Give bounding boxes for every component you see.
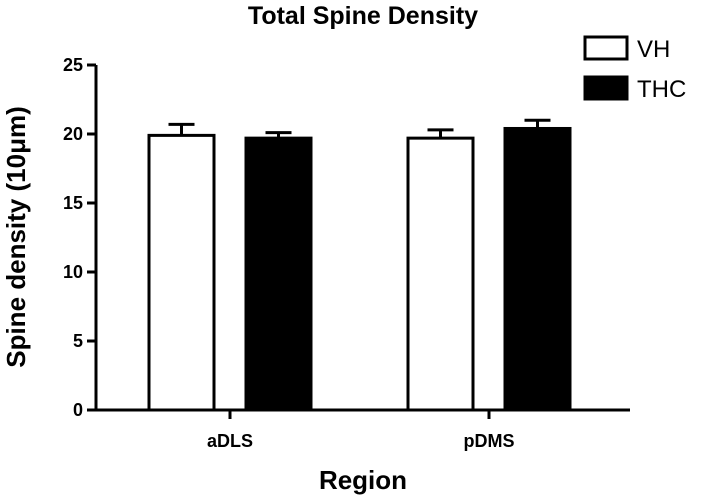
- legend-swatch-thc: [583, 75, 629, 101]
- y-tick-label: 5: [73, 331, 83, 351]
- x-tick-label: pDMS: [464, 431, 515, 451]
- bar-vh-pdms: [406, 136, 475, 412]
- plot-area: 0 5 10 15 20 25 aDLS pDMS: [63, 55, 630, 451]
- y-tick-label: 20: [63, 124, 83, 144]
- bar-thc-pdms: [503, 126, 572, 412]
- legend-swatch-vh: [583, 35, 629, 61]
- y-tick-label: 0: [73, 400, 83, 420]
- legend: VH THC: [583, 35, 686, 103]
- x-tick-label: aDLS: [207, 431, 253, 451]
- bar-thc-adls: [244, 136, 313, 412]
- bar-vh-adls: [147, 133, 216, 412]
- x-axis-label: Region: [319, 465, 407, 495]
- y-tick-label: 10: [63, 262, 83, 282]
- chart-title: Total Spine Density: [248, 2, 478, 30]
- y-tick-label: 15: [63, 193, 83, 213]
- legend-label-vh: VH: [637, 36, 670, 63]
- y-tick-label: 25: [63, 55, 83, 75]
- y-axis-label: Spine density (10μm): [1, 106, 31, 368]
- legend-label-thc: THC: [637, 76, 686, 103]
